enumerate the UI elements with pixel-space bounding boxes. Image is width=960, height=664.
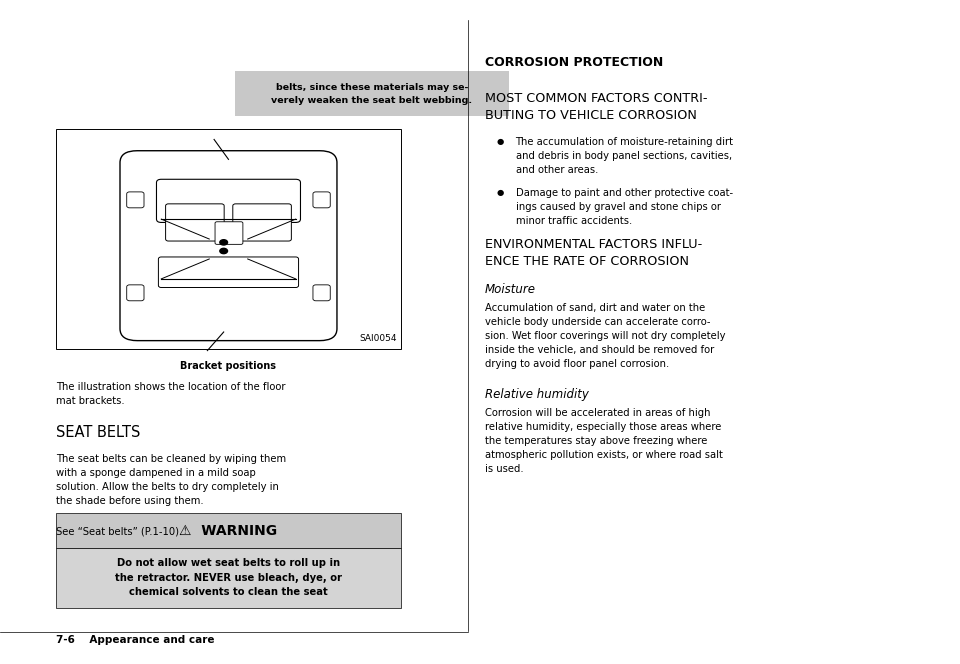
Text: ●: ● [496, 188, 504, 197]
Text: See “Seat belts” (P.1-10).: See “Seat belts” (P.1-10). [56, 527, 182, 537]
FancyBboxPatch shape [56, 129, 401, 349]
FancyBboxPatch shape [313, 285, 330, 301]
Text: SAI0054: SAI0054 [359, 334, 396, 343]
FancyBboxPatch shape [232, 204, 292, 241]
Text: belts, since these materials may se-
verely weaken the seat belt webbing.: belts, since these materials may se- ver… [272, 82, 472, 105]
FancyBboxPatch shape [165, 204, 224, 241]
FancyBboxPatch shape [156, 179, 300, 222]
FancyBboxPatch shape [127, 192, 144, 208]
Text: 7-6    Appearance and care: 7-6 Appearance and care [56, 635, 214, 645]
Text: Relative humidity: Relative humidity [485, 388, 588, 402]
Text: CORROSION PROTECTION: CORROSION PROTECTION [485, 56, 663, 70]
FancyBboxPatch shape [215, 222, 243, 244]
Text: Accumulation of sand, dirt and water on the
vehicle body underside can accelerat: Accumulation of sand, dirt and water on … [485, 303, 726, 369]
Text: The illustration shows the location of the floor
mat brackets.: The illustration shows the location of t… [56, 382, 285, 406]
Text: ENVIRONMENTAL FACTORS INFLU-
ENCE THE RATE OF CORROSION: ENVIRONMENTAL FACTORS INFLU- ENCE THE RA… [485, 238, 702, 268]
FancyBboxPatch shape [313, 192, 330, 208]
Text: Moisture: Moisture [485, 283, 536, 296]
FancyBboxPatch shape [158, 257, 299, 288]
FancyBboxPatch shape [235, 71, 509, 116]
Text: SEAT BELTS: SEAT BELTS [56, 425, 140, 440]
Text: Do not allow wet seat belts to roll up in
the retractor. NEVER use bleach, dye, : Do not allow wet seat belts to roll up i… [115, 558, 342, 598]
Text: Damage to paint and other protective coat-
ings caused by gravel and stone chips: Damage to paint and other protective coa… [516, 188, 732, 226]
FancyBboxPatch shape [127, 285, 144, 301]
Circle shape [220, 248, 228, 254]
Text: The accumulation of moisture-retaining dirt
and debris in body panel sections, c: The accumulation of moisture-retaining d… [516, 137, 733, 175]
FancyBboxPatch shape [120, 151, 337, 341]
Text: Bracket positions: Bracket positions [180, 361, 276, 371]
Text: The seat belts can be cleaned by wiping them
with a sponge dampened in a mild so: The seat belts can be cleaned by wiping … [56, 454, 286, 505]
Text: Corrosion will be accelerated in areas of high
relative humidity, especially tho: Corrosion will be accelerated in areas o… [485, 408, 723, 474]
Text: MOST COMMON FACTORS CONTRI-
BUTING TO VEHICLE CORROSION: MOST COMMON FACTORS CONTRI- BUTING TO VE… [485, 92, 708, 122]
Circle shape [220, 240, 228, 245]
FancyBboxPatch shape [56, 513, 401, 548]
FancyBboxPatch shape [56, 548, 401, 608]
Text: ●: ● [496, 137, 504, 147]
Text: ⚠  WARNING: ⚠ WARNING [180, 523, 277, 538]
